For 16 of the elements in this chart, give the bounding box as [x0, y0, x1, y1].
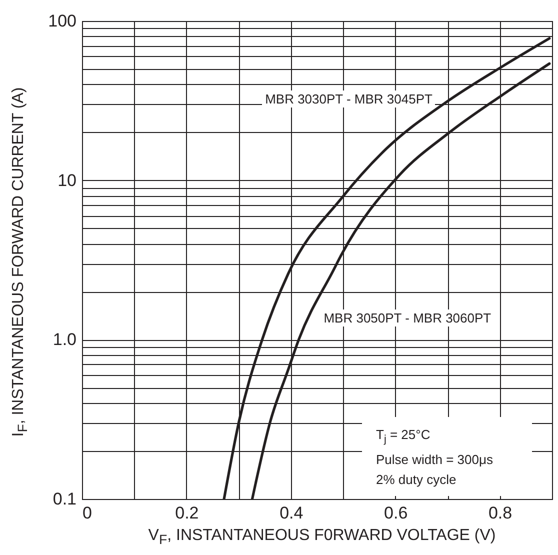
- y-tick-label: 100: [48, 12, 76, 30]
- annotation: T$_{j}$ = 25°C: [376, 426, 432, 448]
- series-label: MBR 3030PT - MBR 3045PT: [262, 90, 436, 108]
- x-tick-label: 0: [82, 504, 92, 522]
- y-tick-label: 1.0: [52, 330, 76, 350]
- y-tick-label: 0.1: [52, 490, 76, 508]
- y-tick-label: 10: [58, 170, 76, 190]
- annotation: 2% duty cycle: [376, 470, 458, 489]
- series-label: MBR 3050PT - MBR 3060PT: [320, 309, 494, 326]
- x-tick-label: 0.4: [280, 504, 304, 522]
- x-tick-label: 0.8: [488, 504, 512, 522]
- note-box: T$_{j}$ = 25°C Pulse width = 300μs 2% duty cycle: [362, 417, 532, 496]
- x-axis-title: V$_{F}$, INSTANTANEOUS F0RWARD VOLTAGE (V): [148, 526, 496, 548]
- x-tick-label: 0.6: [384, 504, 408, 522]
- x-tick-label: 0.2: [175, 504, 199, 522]
- annotation: Pulse width = 300μs: [376, 450, 494, 469]
